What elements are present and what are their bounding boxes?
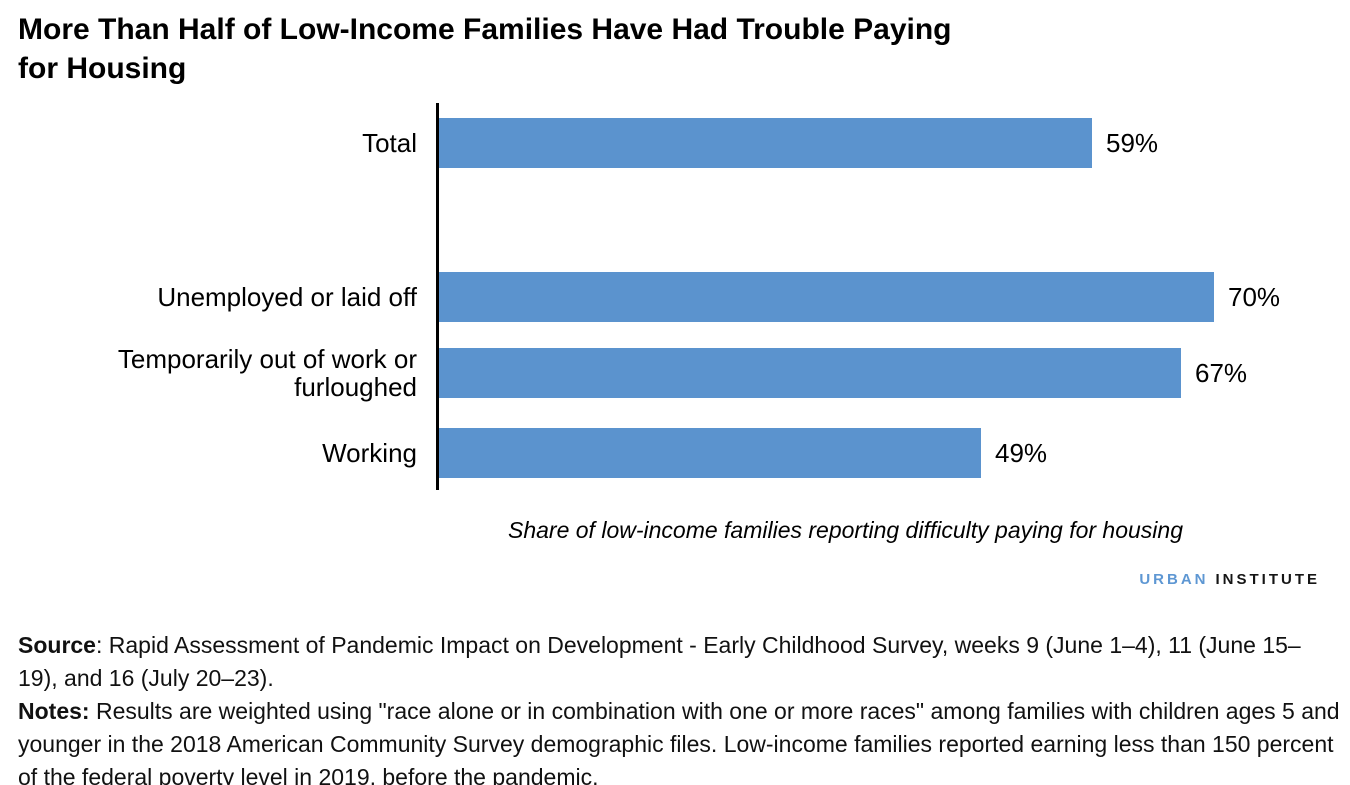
category-label: Unemployed or laid off <box>157 282 417 312</box>
source-label: Source <box>18 632 96 658</box>
value-label: 67% <box>1195 358 1248 388</box>
logo-urban-text: URBAN <box>1139 571 1209 588</box>
bar <box>439 428 981 478</box>
bar <box>439 348 1181 398</box>
value-label: 59% <box>1106 128 1159 158</box>
notes-text: Notes: Results are weighted using "race … <box>18 695 1340 785</box>
footer-text: Source: Rapid Assessment of Pandemic Imp… <box>18 629 1340 785</box>
y-axis-line <box>436 103 439 490</box>
page-title: More Than Half of Low-Income Families Ha… <box>18 13 952 85</box>
logo-institute-text: INSTITUTE <box>1215 571 1320 588</box>
bar <box>439 118 1092 168</box>
value-label: 70% <box>1228 282 1281 312</box>
value-label: 49% <box>995 438 1048 468</box>
urban-institute-logo: URBAN INSTITUTE <box>1139 571 1320 588</box>
notes-body: Results are weighted using "race alone o… <box>18 698 1340 785</box>
source-body: : Rapid Assessment of Pandemic Impact on… <box>18 632 1301 691</box>
bar <box>439 272 1214 322</box>
notes-label: Notes: <box>18 698 90 724</box>
category-label: Working <box>322 438 417 468</box>
source-text: Source: Rapid Assessment of Pandemic Imp… <box>18 629 1340 695</box>
category-label: Temporarily out of work or furloughed <box>117 344 417 402</box>
category-label: Total <box>362 128 417 158</box>
x-axis-caption: Share of low-income families reporting d… <box>508 517 1183 543</box>
